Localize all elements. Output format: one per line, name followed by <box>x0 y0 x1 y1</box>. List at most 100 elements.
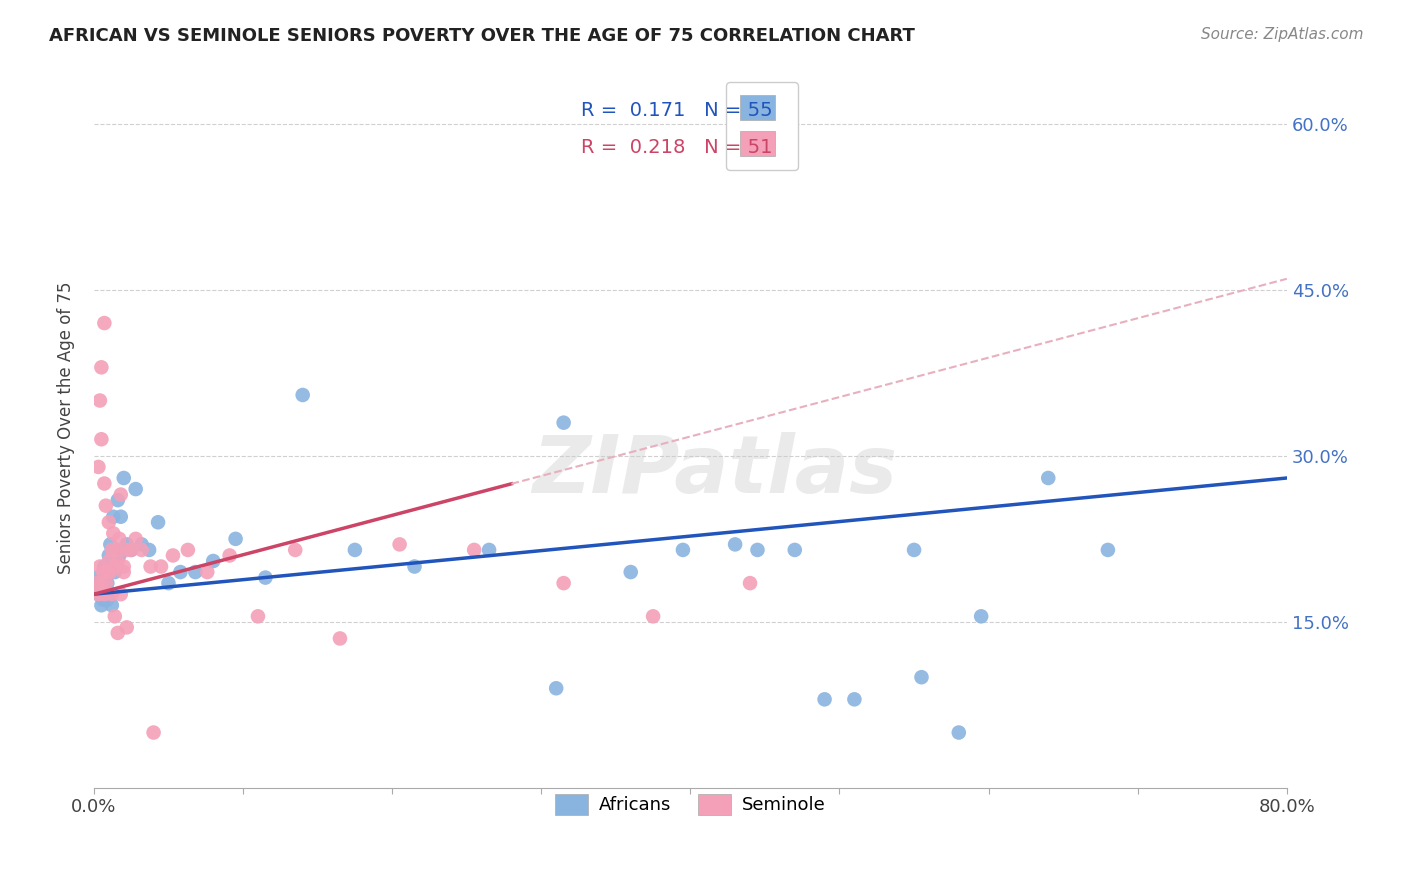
Text: ZIPatlas: ZIPatlas <box>531 433 897 510</box>
Point <box>101 587 124 601</box>
Point <box>115 537 138 551</box>
Point <box>90 599 112 613</box>
Point <box>94 576 117 591</box>
Point <box>120 543 142 558</box>
Point <box>97 549 120 563</box>
Point <box>138 543 160 558</box>
Point <box>97 587 120 601</box>
Point <box>146 515 169 529</box>
Point <box>89 393 111 408</box>
Point <box>90 576 112 591</box>
Point <box>343 543 366 558</box>
Point <box>225 532 247 546</box>
Point <box>329 632 352 646</box>
Point <box>104 559 127 574</box>
Point <box>97 515 120 529</box>
Point <box>107 626 129 640</box>
Point <box>142 725 165 739</box>
Point <box>195 565 218 579</box>
Point <box>94 499 117 513</box>
Point <box>101 543 124 558</box>
Point <box>463 543 485 558</box>
Point <box>112 565 135 579</box>
Point <box>553 416 575 430</box>
Text: R =  0.218   N = 51: R = 0.218 N = 51 <box>581 138 772 157</box>
Point <box>903 543 925 558</box>
Point <box>98 565 121 579</box>
Point <box>101 599 124 613</box>
Point <box>150 559 173 574</box>
Point <box>115 543 138 558</box>
Point <box>1038 471 1060 485</box>
Point <box>112 471 135 485</box>
Point <box>844 692 866 706</box>
Point <box>86 576 108 591</box>
Point <box>89 582 111 596</box>
Point <box>94 565 117 579</box>
Point <box>103 526 125 541</box>
Point <box>96 565 118 579</box>
Point <box>108 532 131 546</box>
Point <box>97 554 120 568</box>
Point <box>105 543 128 558</box>
Point <box>125 532 148 546</box>
Point <box>110 487 132 501</box>
Point <box>157 576 180 591</box>
Point <box>93 476 115 491</box>
Point <box>110 509 132 524</box>
Point <box>90 576 112 591</box>
Point <box>104 609 127 624</box>
Point <box>120 543 142 558</box>
Text: AFRICAN VS SEMINOLE SENIORS POVERTY OVER THE AGE OF 75 CORRELATION CHART: AFRICAN VS SEMINOLE SENIORS POVERTY OVER… <box>49 27 915 45</box>
Point <box>291 388 314 402</box>
Point <box>643 609 665 624</box>
Point <box>388 537 411 551</box>
Point <box>1097 543 1119 558</box>
Point <box>98 537 121 551</box>
Point <box>96 592 118 607</box>
Point <box>813 692 835 706</box>
Point <box>553 576 575 591</box>
Point <box>108 549 131 563</box>
Point <box>546 681 568 696</box>
Point <box>105 543 128 558</box>
Point <box>93 559 115 574</box>
Point <box>738 576 761 591</box>
Point <box>284 543 307 558</box>
Point <box>202 554 225 568</box>
Point <box>218 549 240 563</box>
Point <box>103 509 125 524</box>
Point <box>94 587 117 601</box>
Point <box>125 482 148 496</box>
Point <box>254 571 277 585</box>
Point <box>90 432 112 446</box>
Point <box>724 537 747 551</box>
Point <box>910 670 932 684</box>
Point <box>115 620 138 634</box>
Point <box>93 587 115 601</box>
Text: R =  0.171   N = 55: R = 0.171 N = 55 <box>581 101 772 120</box>
Point <box>620 565 643 579</box>
Point <box>747 543 769 558</box>
Point <box>404 559 426 574</box>
Point <box>87 587 110 601</box>
Point <box>86 571 108 585</box>
Point <box>672 543 695 558</box>
Text: Source: ZipAtlas.com: Source: ZipAtlas.com <box>1201 27 1364 42</box>
Point <box>107 554 129 568</box>
Point <box>90 360 112 375</box>
Point <box>96 576 118 591</box>
Legend: Africans, Seminole: Africans, Seminole <box>544 783 837 826</box>
Point <box>87 587 110 601</box>
Point <box>169 565 191 579</box>
Point <box>184 565 207 579</box>
Point <box>112 559 135 574</box>
Point <box>478 543 501 558</box>
Point <box>162 549 184 563</box>
Point <box>104 565 127 579</box>
Point <box>783 543 806 558</box>
Point <box>948 725 970 739</box>
Point <box>139 559 162 574</box>
Point <box>87 459 110 474</box>
Point <box>89 559 111 574</box>
